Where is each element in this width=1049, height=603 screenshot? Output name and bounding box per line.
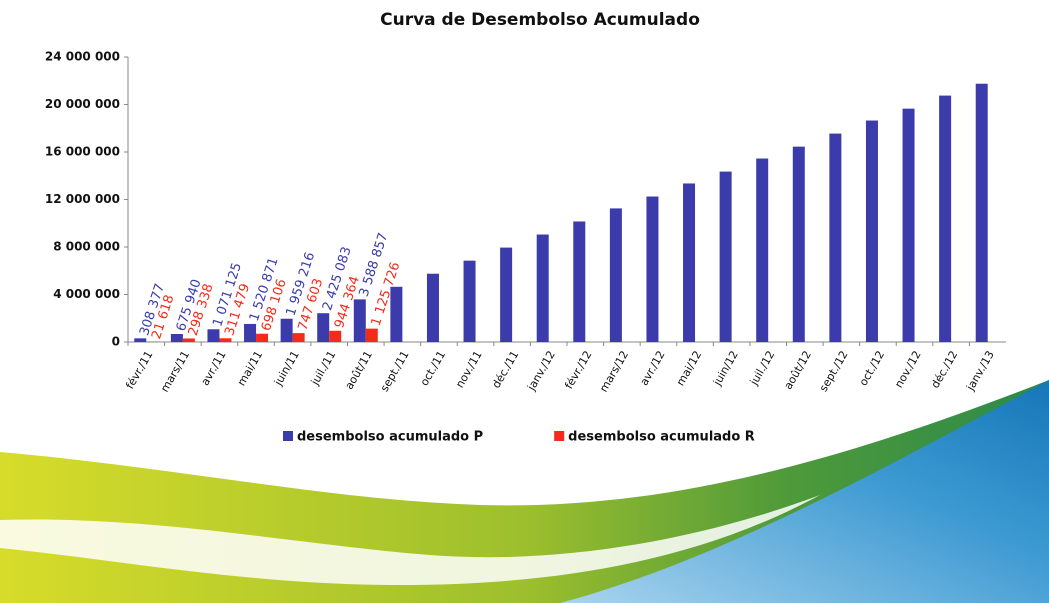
y-tick-label: 8 000 000 [53, 240, 120, 254]
x-tick-label: juin/11 [271, 349, 302, 389]
x-tick-label: mars/12 [597, 349, 631, 395]
x-tick-label: nov./11 [453, 348, 485, 390]
chart-title: Curva de Desembolso Acumulado [380, 10, 700, 30]
bar [256, 334, 268, 342]
x-tick-label: mai/12 [674, 349, 704, 389]
bar [317, 313, 329, 342]
bar [939, 96, 951, 342]
x-tick-label: sept./12 [817, 349, 851, 394]
x-tick-label: févr./12 [562, 349, 594, 392]
bar [207, 329, 219, 342]
bar [976, 84, 988, 342]
x-tick-label: févr./11 [123, 349, 155, 392]
x-tick-label: juil./11 [308, 349, 338, 389]
chart: Curva de Desembolso Acumulado 0 4 000 000… [0, 0, 1049, 603]
bar [281, 319, 293, 342]
x-tick-label: avr./11 [198, 349, 228, 388]
bar [573, 221, 585, 342]
bar [219, 338, 231, 342]
x-tick-label: oct./11 [418, 349, 448, 389]
x-tick-label: nov./12 [892, 349, 924, 391]
y-tick-label: 24 000 000 [45, 50, 120, 64]
bar [464, 261, 476, 342]
x-tick-label: mai/11 [235, 349, 265, 389]
x-tick-label: oct./12 [857, 349, 887, 389]
background-swoosh [0, 380, 1049, 603]
bar [829, 134, 841, 342]
legend-label: desembolso acumulado R [568, 430, 755, 445]
bar [683, 183, 695, 342]
bar [537, 235, 549, 342]
bar [293, 333, 305, 342]
x-tick-label: sept./11 [378, 349, 412, 394]
bar [329, 331, 341, 342]
bar [720, 172, 732, 342]
x-tick-label: août/11 [342, 349, 374, 392]
bar [646, 197, 658, 342]
bar [793, 147, 805, 342]
bar [354, 299, 366, 342]
bar [171, 334, 183, 342]
x-tick-label: juil./12 [747, 349, 777, 389]
x-tick-label: déc./11 [490, 349, 522, 391]
x-tick-label: mars/11 [158, 349, 192, 395]
x-tick-label: juin/12 [710, 349, 741, 389]
y-tick-label: 4 000 000 [53, 287, 120, 301]
x-tick-label: janv./13 [963, 348, 997, 393]
x-tick-label: janv./12 [524, 349, 558, 394]
bar [244, 324, 256, 342]
bar [500, 248, 512, 342]
x-tick-label: août/12 [781, 349, 813, 392]
legend-label: desembolso acumulado P [297, 430, 483, 445]
bar [756, 159, 768, 342]
y-tick-label: 20 000 000 [45, 97, 120, 111]
legend-swatch [554, 431, 564, 441]
x-tick-label: déc./12 [929, 349, 961, 391]
bar [610, 208, 622, 342]
legend-swatch [283, 431, 293, 441]
y-tick-label: 12 000 000 [45, 192, 120, 206]
y-tick-label: 0 [112, 335, 120, 349]
bar [866, 121, 878, 342]
bar [390, 287, 402, 342]
x-tick-label: avr./12 [637, 349, 667, 388]
y-tick-label: 16 000 000 [45, 145, 120, 159]
bar [427, 274, 439, 342]
bar [366, 329, 378, 342]
bar [183, 338, 195, 342]
bar [134, 338, 146, 342]
bar [903, 109, 915, 342]
